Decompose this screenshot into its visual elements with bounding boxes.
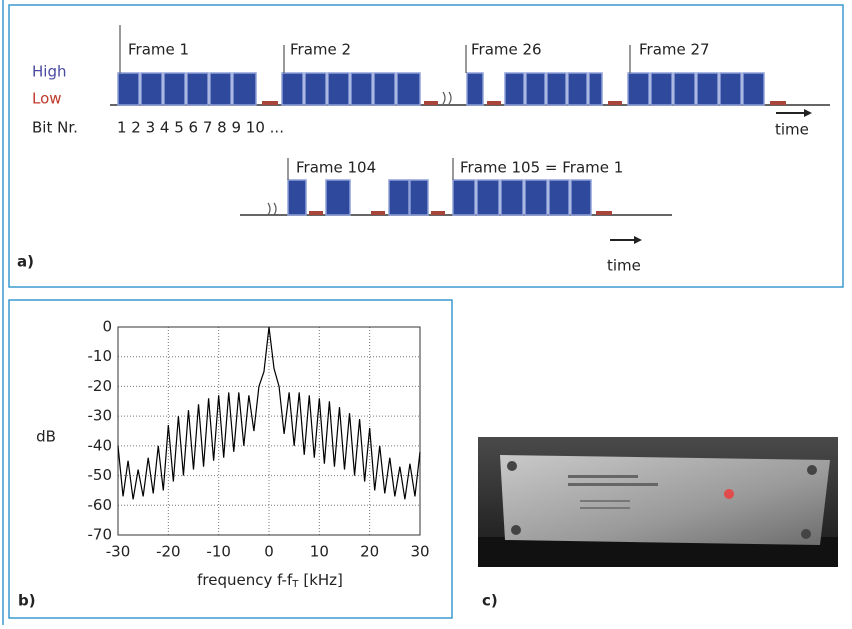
frame-label: Frame 27 (639, 41, 710, 59)
y-tick-label: -60 (88, 496, 113, 514)
y-tick-label: -10 (88, 347, 113, 365)
bit-nr-label: Bit Nr. (32, 119, 78, 137)
x-axis-label: frequency f-fT [kHz] (197, 571, 343, 591)
panel-label: c) (482, 592, 498, 610)
x-axis-label-main: frequency f-f (197, 571, 293, 589)
blocks (117, 72, 786, 216)
timing-diagram (110, 25, 830, 244)
y-tick-label: 0 (102, 318, 112, 336)
panel-label: b) (18, 592, 36, 610)
frame-markers (119, 25, 631, 216)
x-axis-label-unit: [kHz] (303, 571, 343, 589)
frame-label: Frame 1 (128, 41, 189, 59)
y-tick-label: -50 (88, 466, 113, 484)
y-tick-label: -70 (88, 526, 113, 544)
panel-a-frame (8, 4, 844, 288)
low-label: Low (32, 90, 62, 108)
time-label: time (775, 121, 809, 139)
x-axis-label-sub: T (291, 579, 299, 590)
bit-numbers: 1 2 3 4 5 6 7 8 9 10 ... (117, 119, 284, 137)
frame-label: Frame 105 = Frame 1 (460, 159, 623, 177)
x-tick-label: -10 (206, 543, 231, 561)
spectrum-chart: 0-10-20-30-40-50-60-70-30 -20 -10 0 10 20 30 (88, 318, 430, 561)
x-tick-label: 0 (264, 543, 274, 561)
device-photo (478, 437, 838, 567)
y-tick-label: -20 (88, 377, 113, 395)
frame-label: Frame 2 (290, 41, 351, 59)
frame-label: Frame 104 (296, 159, 376, 177)
y-tick-label: -30 (88, 407, 113, 425)
y-axis-label: dB (36, 428, 56, 446)
frame-label: Frame 26 (471, 41, 542, 59)
high-label: High (32, 63, 66, 81)
spectrum-line (117, 326, 421, 500)
time-label: time (607, 257, 641, 275)
x-tick-label: -20 (156, 543, 181, 561)
x-tick-label: 10 (310, 543, 329, 561)
x-tick-label: 30 (410, 543, 429, 561)
y-tick-label: -40 (88, 436, 113, 454)
panel-b-frame (8, 299, 453, 619)
time-arrows (610, 109, 812, 244)
panel-label: a) (17, 253, 34, 271)
x-tick-label: 20 (360, 543, 379, 561)
x-tick-label: -30 (106, 543, 131, 561)
